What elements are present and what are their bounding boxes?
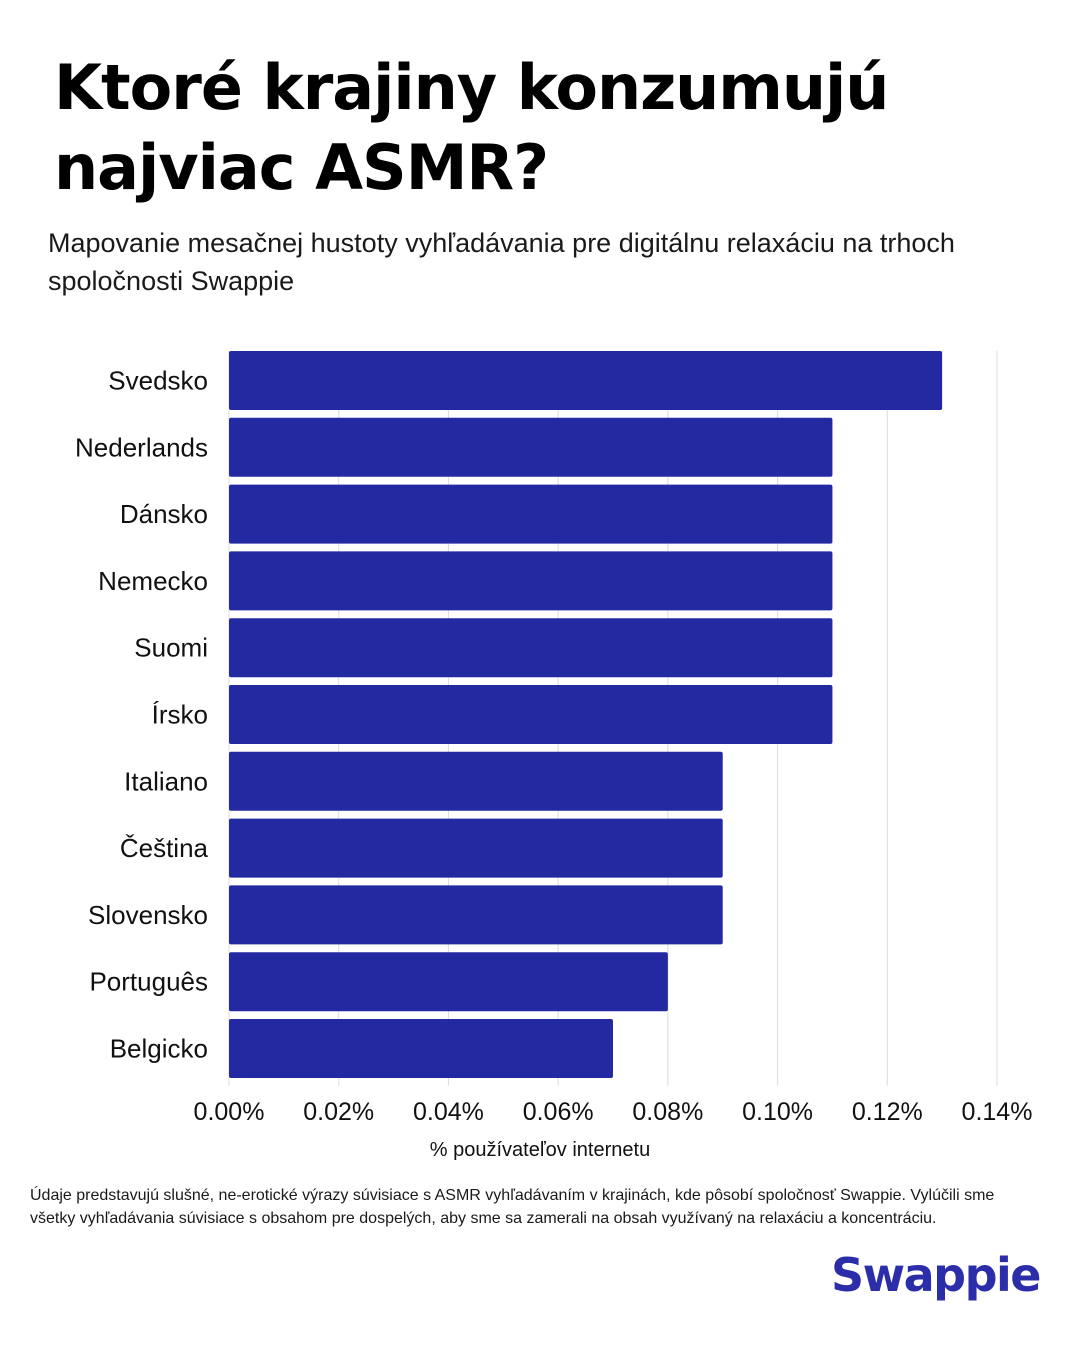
bar <box>229 417 833 477</box>
bar <box>229 685 833 744</box>
swappie-logo: Swappie <box>831 1248 1042 1302</box>
bar <box>229 818 723 878</box>
bar-chart: Svedsko Nederlands Dánsko Nemecko Suomi Írsko… <box>75 351 1033 1161</box>
x-tick-labels: 0.00% 0.02% 0.04% 0.06% 0.08% 0.10% 0.12% 0.14% <box>194 1098 1033 1126</box>
bar <box>229 885 723 945</box>
category-label: Suomi <box>134 633 208 663</box>
footnote: Údaje predstavujú slušné, ne-erotické vý… <box>30 1187 995 1227</box>
x-tick-label: 0.02% <box>303 1098 374 1126</box>
bar <box>229 618 833 678</box>
category-label: Português <box>89 967 208 997</box>
bar <box>229 952 668 1012</box>
bars <box>229 351 943 1078</box>
x-tick-label: 0.10% <box>742 1098 813 1126</box>
x-axis-title: % používateľov internetu <box>430 1139 650 1161</box>
bar <box>229 1019 613 1078</box>
chart-title: Ktoré krajiny konzumujú najviac ASMR? <box>54 51 889 204</box>
category-label: Slovensko <box>88 900 208 930</box>
category-label: Belgicko <box>110 1034 208 1064</box>
x-tick-label: 0.00% <box>194 1098 265 1126</box>
category-label: Čeština <box>120 833 209 863</box>
x-tick-label: 0.14% <box>962 1098 1033 1126</box>
category-label: Svedsko <box>108 366 208 396</box>
chart-subtitle: Mapovanie mesačnej hustoty vyhľadávania … <box>48 228 955 296</box>
x-tick-label: 0.12% <box>852 1098 923 1126</box>
bar <box>229 351 943 410</box>
category-label: Dánsko <box>120 499 208 529</box>
category-labels: Svedsko Nederlands Dánsko Nemecko Suomi Írsko… <box>75 366 209 1064</box>
category-label: Írsko <box>152 700 208 730</box>
x-tick-label: 0.06% <box>523 1098 594 1126</box>
bar <box>229 484 833 544</box>
category-label: Nemecko <box>98 566 208 596</box>
bar <box>229 551 833 611</box>
category-label: Nederlands <box>75 432 208 462</box>
category-label: Italiano <box>124 766 208 796</box>
x-tick-label: 0.04% <box>413 1098 484 1126</box>
bar <box>229 751 723 811</box>
x-tick-label: 0.08% <box>632 1098 703 1126</box>
